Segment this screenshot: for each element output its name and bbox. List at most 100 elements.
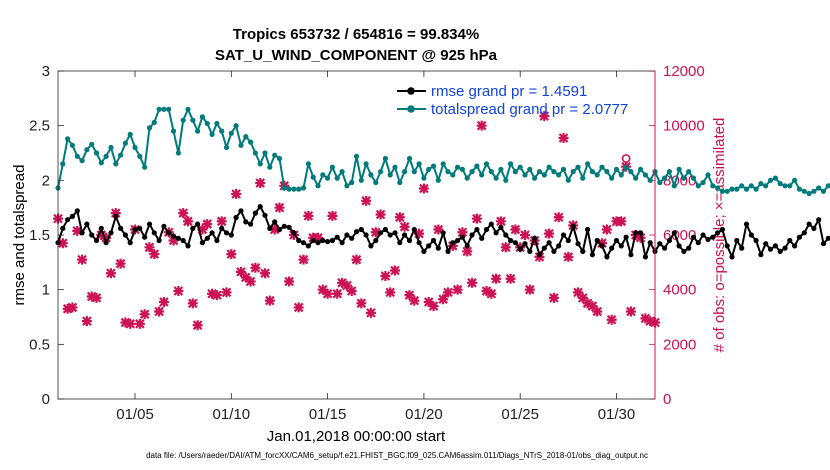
series-point-totalspread (546, 164, 552, 170)
obs-assimilated-marker (351, 254, 362, 265)
obs-assimilated-marker (134, 318, 145, 329)
legend: rmse grand pr = 1.4591 totalspread grand… (397, 83, 628, 118)
series-point-totalspread (185, 106, 191, 112)
series-point-rmse (628, 252, 634, 258)
series-point-totalspread (300, 185, 307, 191)
series-point-totalspread (609, 175, 615, 181)
series-point-totalspread (796, 186, 803, 192)
series-point-rmse (527, 248, 533, 254)
series-point-totalspread (329, 164, 335, 170)
obs-assimilated-marker (250, 262, 261, 273)
obs-assimilated-marker (409, 295, 420, 306)
series-point-totalspread (647, 177, 653, 183)
series-point-rmse (657, 241, 663, 247)
obs-assimilated-marker (81, 316, 92, 327)
series-point-rmse (806, 221, 812, 227)
obs-assimilated-marker (558, 132, 569, 143)
series-point-totalspread (589, 169, 596, 175)
series-point-totalspread (536, 169, 543, 175)
series-point-rmse (118, 225, 124, 231)
obs-assimilated-marker (418, 183, 429, 194)
obs-assimilated-marker (471, 213, 482, 224)
series-point-totalspread (151, 119, 157, 125)
series-point-totalspread (695, 183, 701, 189)
series-point-totalspread (666, 169, 673, 175)
series-point-rmse (195, 221, 201, 227)
series-point-totalspread (421, 175, 427, 181)
series-point-rmse (705, 236, 711, 242)
series-point-rmse (753, 237, 759, 244)
series-point-rmse (565, 237, 571, 244)
series-point-rmse (459, 234, 465, 240)
series-point-totalspread (532, 175, 538, 181)
series-point-totalspread (565, 177, 571, 183)
obs-assimilated-marker (322, 288, 333, 299)
series-point-rmse (589, 252, 596, 258)
series-point-totalspread (127, 131, 133, 137)
series-point-totalspread (358, 177, 364, 183)
series-point-rmse (546, 240, 552, 246)
series-point-totalspread (248, 139, 254, 145)
series-point-totalspread (281, 185, 287, 191)
series-point-rmse (262, 212, 268, 218)
series-point-rmse (358, 226, 364, 233)
series-point-rmse (801, 230, 807, 236)
series-point-rmse (296, 237, 302, 244)
series-point-totalspread (363, 161, 369, 167)
series-point-totalspread (170, 128, 177, 134)
y-right-tick-label: 10000 (663, 118, 705, 135)
series-point-totalspread (464, 175, 470, 181)
series-point-totalspread (767, 177, 774, 183)
obs-assimilated-marker (274, 202, 285, 213)
series-point-totalspread (93, 150, 100, 156)
obs-assimilated-marker (380, 271, 391, 281)
obs-assimilated-marker (524, 284, 535, 295)
series-point-rmse (344, 232, 350, 238)
obs-assimilated-marker (361, 195, 372, 206)
obs-assimilated-marker (231, 189, 242, 199)
series-point-totalspread (84, 147, 90, 153)
series-point-rmse (585, 226, 591, 233)
series-point-totalspread (512, 169, 519, 175)
series-point-rmse (777, 248, 783, 254)
series-point-rmse (541, 245, 547, 251)
obs-assimilated-marker (62, 303, 73, 314)
y-axis-label-left: rmse and totalspread (11, 165, 28, 306)
obs-assimilated-marker (640, 313, 651, 324)
series-point-rmse (642, 254, 649, 260)
series-point-rmse (339, 240, 345, 246)
series-point-rmse (233, 214, 239, 221)
series-point-totalspread (541, 172, 547, 178)
plot-area (58, 71, 655, 399)
series-point-totalspread (734, 186, 740, 192)
series-point-rmse (103, 240, 109, 246)
series-point-totalspread (430, 163, 437, 169)
obs-assimilated-marker (187, 298, 198, 309)
series-point-totalspread (517, 164, 523, 170)
series-point-totalspread (690, 175, 697, 181)
y-left-tick-label: 0.5 (29, 336, 50, 353)
series-lines (55, 106, 830, 260)
series-point-rmse (378, 230, 384, 236)
obs-assimilated-marker (563, 251, 574, 262)
series-point-totalspread (638, 166, 644, 172)
series-point-totalspread (787, 183, 793, 189)
series-point-rmse (315, 240, 321, 246)
obs-assimilated-marker (264, 295, 275, 306)
series-point-totalspread (676, 166, 682, 172)
series-point-rmse (387, 232, 393, 238)
series-point-totalspread (560, 166, 567, 172)
series-point-totalspread (748, 183, 754, 189)
series-point-totalspread (440, 161, 446, 167)
obs-assimilated-marker (158, 296, 169, 307)
series-point-rmse (142, 234, 148, 240)
series-point-rmse (161, 223, 167, 229)
obs-assimilated-marker (235, 266, 246, 277)
y-left-tick-label: 0 (42, 391, 50, 408)
obs-assimilated-marker (293, 302, 304, 313)
series-point-rmse (440, 230, 446, 236)
obs-assimilated-marker (481, 286, 492, 297)
series-point-rmse (729, 254, 735, 260)
x-tick-label: 01/05 (116, 406, 154, 423)
obs-assimilated-marker (582, 298, 593, 309)
